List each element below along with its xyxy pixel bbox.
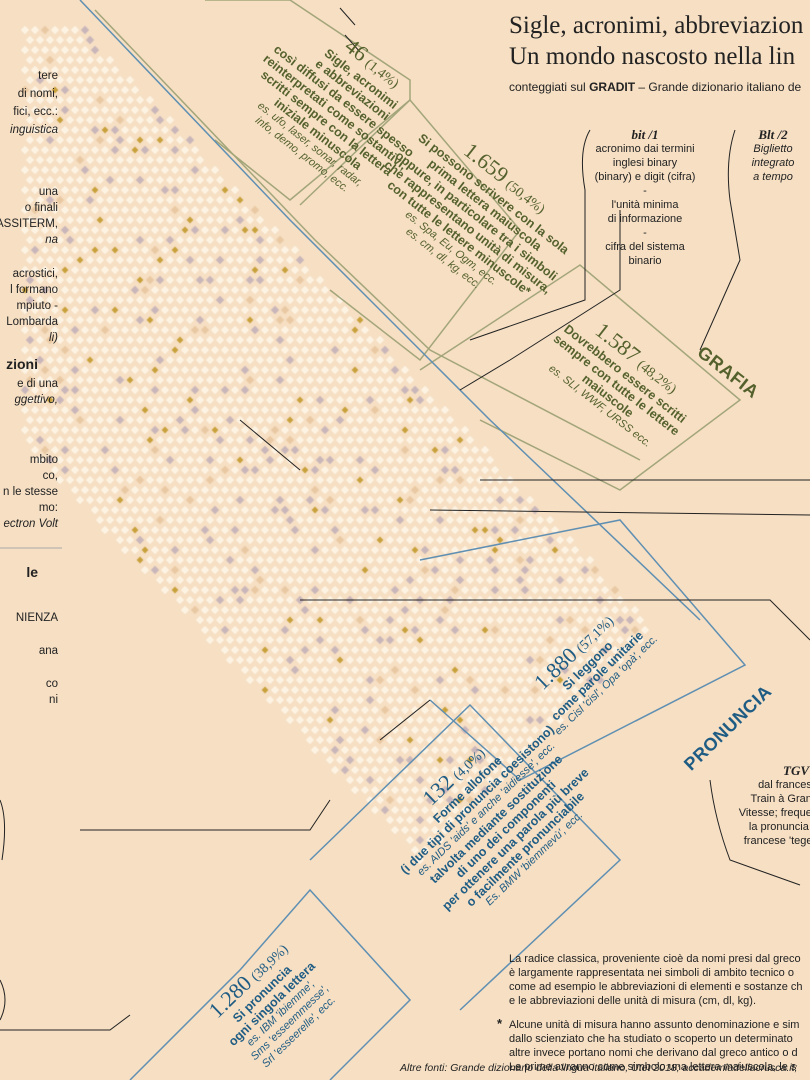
callout-line: binario [628, 255, 662, 267]
left-column-line: n le stesse [3, 486, 58, 498]
left-column-line: ni [49, 694, 58, 706]
callout-line: Vitesse; frequen [738, 807, 810, 819]
left-column-line: ASSITERM, [0, 218, 58, 230]
note-line: Le prime avranno come simbolo una letter… [509, 1061, 797, 1073]
left-column-line: co, [42, 470, 58, 482]
frame-1587 [419, 264, 742, 491]
leader-mid-right2 [429, 509, 810, 516]
note-line: La radice classica, proveniente cioè da … [509, 953, 801, 965]
left-column-line: acrostici, [12, 268, 58, 280]
callout-line: integrato [751, 157, 795, 169]
note-line: Alcune unità di misura hanno assunto den… [509, 1019, 800, 1031]
left-column-line: di nomi, [17, 88, 58, 100]
frame-1880 [419, 519, 747, 781]
callout-line: l'unità minima [611, 199, 679, 211]
note-line: altre invece portano nomi che derivano d… [509, 1047, 798, 1059]
left-column-line: fici, ecc.: [13, 106, 58, 118]
callout-line: Biglietto [753, 143, 793, 155]
callout-bit2: Blt /2 Biglietto integrato a tempo [738, 128, 808, 184]
subtitle: conteggiati sul GRADIT – Grande dizionar… [509, 80, 802, 94]
left-column-line: mbito [29, 454, 58, 466]
left-column-line: inguistica [10, 124, 58, 136]
frame-grafia-outer [94, 9, 641, 461]
callout-line: di informazione [607, 213, 683, 225]
note-line: come ad esempio le abbreviazioni di elem… [509, 981, 803, 993]
frame-46 [205, 0, 411, 201]
note-line: dallo scienziato che ha studiato o scope… [509, 1033, 793, 1045]
note-line: è largamente rappresentata nei simboli d… [509, 967, 794, 979]
leader-pronuncia [300, 599, 810, 641]
callout-line: la pronuncia a [748, 821, 810, 833]
callout-line: dal francese [758, 779, 810, 791]
callout-bit1: bit /1 acronimo dai termini inglesi binar… [590, 128, 700, 268]
note-radice: La radice classica, proveniente cioè da … [509, 952, 803, 1008]
leader-tgv [709, 779, 801, 886]
left-column-line: li) [49, 332, 58, 344]
left-column-line: na [45, 234, 58, 246]
leader-bit2 [699, 129, 741, 351]
page-title: Sigle, acronimi, abbreviazion Un mondo n… [509, 12, 804, 70]
left-column-line: mpiuto - [16, 300, 58, 312]
source-line: Altre fonti: Grande dizionario della lin… [400, 1062, 798, 1074]
leader-bit1-b [459, 210, 621, 391]
leader-bottom-center [239, 419, 301, 471]
leader-left-b2 [0, 1014, 131, 1031]
leader-left-b3 [0, 799, 6, 861]
leader-bit1 [469, 129, 591, 341]
left-column-line: zioni [6, 356, 38, 372]
callout-line: francese 'tegev [743, 835, 810, 847]
callout-tgv: TGV dal franceseTrain à GrandVitesse; fr… [718, 764, 810, 848]
left-column-line: ectron Volt [3, 518, 58, 530]
frame-pronuncia-outer [79, 0, 701, 621]
note-line: e le abbreviazioni delle unità di misura… [509, 995, 757, 1007]
frame-1280 [129, 888, 412, 1080]
callout-line: - [643, 185, 647, 197]
left-column-line: una [38, 186, 58, 198]
left-column-line: e di una [17, 378, 58, 390]
callout-line: cifra del sistema [605, 241, 685, 253]
left-column-line: ana [38, 645, 58, 657]
left-column-line: NIENZA [15, 612, 58, 624]
left-column-line: o finali [24, 202, 58, 214]
left-column-line: le [26, 564, 38, 580]
frame-132 [309, 703, 622, 1011]
callout-line: Train à Grand [750, 793, 810, 805]
frame-1659 [299, 98, 521, 362]
leader-bottom-right [379, 699, 431, 741]
callout-line: a tempo [753, 171, 793, 183]
left-column-line: mo: [38, 502, 58, 514]
left-column-line: Lombarda [6, 316, 58, 328]
left-column-line: l formano [10, 284, 58, 296]
callout-line: inglesi binary [612, 157, 678, 169]
callout-line: - [643, 227, 647, 239]
leader-left-b4 [0, 979, 6, 1021]
leader-left-bottom [80, 799, 331, 831]
callout-line: (binary) e digit (cifra) [594, 171, 696, 183]
left-column-line: ggettivo, [14, 394, 58, 406]
note-asterisk: * Alcune unità di misura hanno assunto d… [497, 1016, 800, 1074]
left-column-line: co [45, 678, 58, 690]
callout-line: acronimo dai termini [595, 143, 695, 155]
left-column-line: tere [38, 70, 58, 82]
